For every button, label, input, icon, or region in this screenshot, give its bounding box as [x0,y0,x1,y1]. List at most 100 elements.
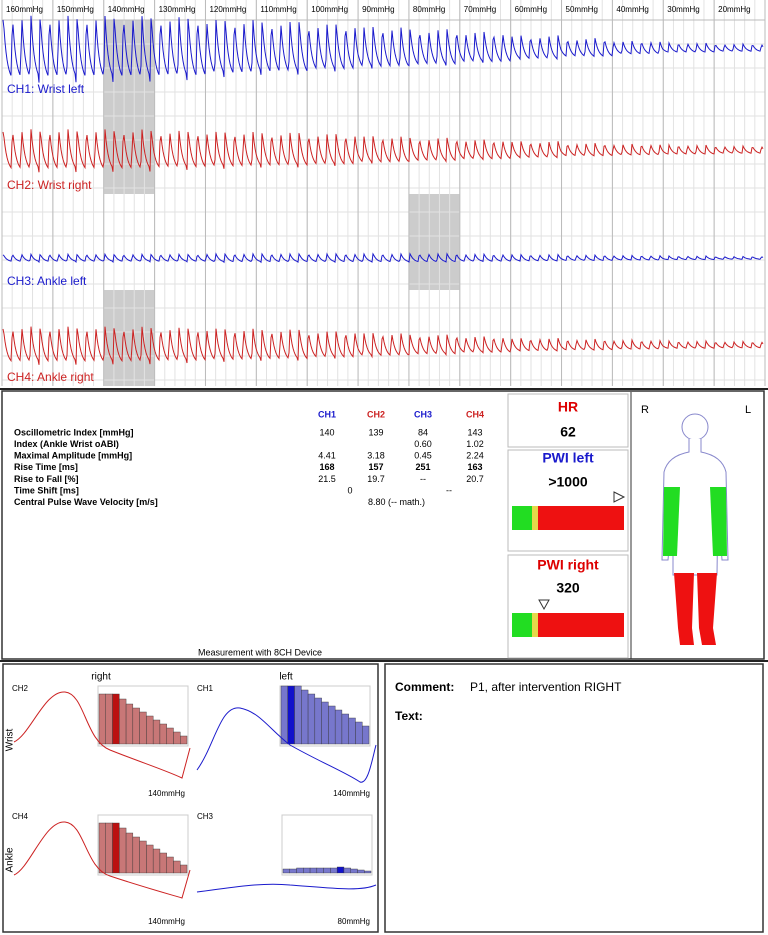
channel-label: CH1 [197,684,214,693]
histogram-bar [173,860,181,874]
scale-red [538,506,624,530]
scale-green [512,613,532,637]
cell: 21.5 [318,474,336,484]
histogram-bar [348,717,356,745]
body-figure [661,413,729,645]
pressure-label: 100mmHg [311,5,348,14]
row-label: Oscillometric Index [mmHg] [14,427,134,437]
histogram-bar [350,868,358,874]
pulse-curve [196,707,377,783]
channel-label: CH3 [197,812,214,821]
pressure-label: 80mmHg [338,917,370,926]
histogram-bar [139,711,147,745]
histogram-bar [132,707,140,745]
leg-right [674,573,694,645]
cell: 163 [467,462,482,472]
histogram-bar [105,822,113,874]
pressure-label: 140mmHg [333,789,370,798]
histogram-bar [287,685,295,745]
cell: 139 [368,427,383,437]
scale-yellow [532,506,538,530]
results-panel [1,390,765,660]
histogram-bar [336,866,345,874]
row-label: Index (Ankle Wrist oABI) [14,439,119,449]
pulse-curve [13,821,191,899]
cell: 0.60 [414,439,432,449]
pressure-label: 140mmHg [108,5,145,14]
cell: 2.24 [466,451,484,461]
arm-right [663,487,680,556]
pressure-label: 20mmHg [718,5,750,14]
pressure-label: 90mmHg [362,5,394,14]
histogram-bar [334,709,343,745]
histogram-bar [341,713,349,745]
cell: 1.02 [466,439,484,449]
histogram-bar [364,870,372,874]
histogram-bar [301,689,309,745]
histogram-bar [309,867,318,874]
waveform [2,129,764,173]
histogram-bar [355,721,363,745]
channel-label: CH4: Ankle right [7,370,94,384]
histogram-bar [180,735,188,745]
comment-panel [384,663,764,933]
side-label: right [91,672,111,683]
histogram-bar [166,727,174,745]
column-header: CH2 [367,409,385,419]
cell: 20.7 [466,474,484,484]
pressure-label: 50mmHg [566,5,598,14]
histogram-bar [330,867,338,874]
text-label: Text: [395,709,423,723]
hr-label: HR [558,399,578,415]
histogram-bar [112,822,120,874]
cell: 0 [347,485,352,495]
leg-left [697,573,717,645]
highlight [103,290,155,386]
curve-grid: CH2 140mmHg CH1 140mmHg CH4 140mmHg CH3 80mmHg [12,684,373,926]
cell: 84 [418,427,428,437]
pressure-label: 140mmHg [148,917,185,926]
histogram-bar [362,725,370,745]
pressure-label: 160mmHg [6,5,43,14]
histogram-bar [132,836,140,874]
row-label: Ankle [5,847,16,872]
pressure-label: 40mmHg [616,5,648,14]
channel-label: CH2 [12,684,29,693]
hr-value: 62 [560,424,576,440]
histogram-bar [146,715,154,745]
column-header: CH4 [466,409,484,419]
histogram-box [281,814,373,876]
scale-green [512,506,532,530]
histogram-bar [307,693,316,745]
pwi-left-value: >1000 [548,474,588,490]
column-header: CH3 [414,409,432,419]
histogram-bar [146,844,154,874]
histogram-bar [328,705,336,745]
pwi-right-label: PWI right [537,557,599,573]
pressure-label: 150mmHg [57,5,94,14]
histogram-bar [314,697,322,745]
torso [661,439,729,576]
results-table: CH1 CH2 CH3 CH4 Oscillometric Index [mmHg] 14… [14,409,484,507]
cell: 143 [467,427,482,437]
histogram-bar [139,840,147,874]
pwi-left-label: PWI left [542,450,594,466]
cell: 4.41 [318,451,336,461]
side-label: left [279,672,293,683]
cell: 3.18 [367,451,385,461]
waveform-panel: 160mmHg 150mmHg 140mmHg 130mmHg 120mmHg 110mm… [1,0,766,386]
histogram-bar [98,693,106,745]
pwi-right-value: 320 [556,580,580,596]
body-right: R [641,404,649,416]
histogram-bar [98,822,106,874]
histogram-bar [321,701,329,745]
histogram-bar [294,685,302,745]
head [681,413,709,441]
comment-text: P1, after intervention RIGHT [470,680,622,694]
channel-label: CH3: Ankle left [7,274,87,288]
histogram-bar [343,867,351,874]
cell: 168 [319,462,334,472]
histogram-bar [105,693,113,745]
